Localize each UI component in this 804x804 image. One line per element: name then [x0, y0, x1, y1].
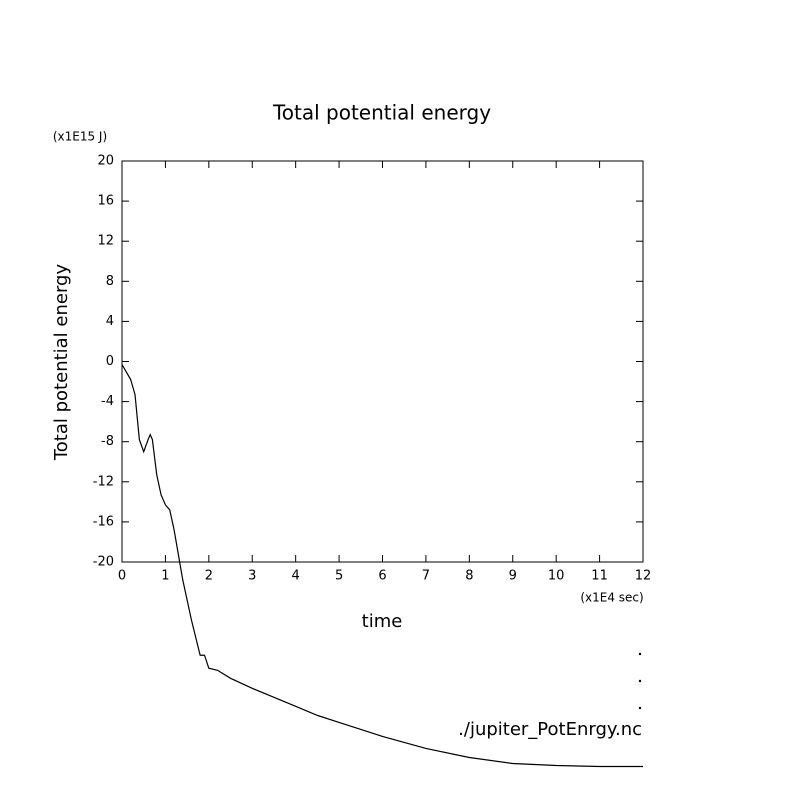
y-tick-label: 8 [106, 274, 114, 289]
y-tick-label: -8 [101, 434, 114, 449]
x-tick-label: 0 [118, 569, 126, 584]
x-tick-label: 4 [292, 569, 300, 584]
y-tick-label: 12 [97, 234, 114, 249]
dot [638, 679, 642, 683]
y-unit: (x1E15 J) [53, 130, 107, 144]
x-tick-label: 2 [205, 569, 213, 584]
x-tick-label: 10 [548, 569, 565, 584]
dot [638, 706, 642, 710]
y-tick-label: -4 [101, 394, 114, 409]
plot-frame [121, 160, 644, 563]
dot [638, 652, 642, 656]
x-tick-label: 8 [465, 569, 473, 584]
y-tick-label: 20 [97, 154, 114, 169]
x-tick-label: 5 [335, 569, 343, 584]
y-tick-label: 0 [106, 354, 114, 369]
y-tick-label: 16 [97, 194, 114, 209]
x-tick-label: 7 [422, 569, 430, 584]
x-tick-label: 11 [591, 569, 608, 584]
x-tick-label: 12 [635, 569, 652, 584]
x-tick-label: 9 [509, 569, 517, 584]
source-label: ./jupiter_PotEnrgy.nc [458, 719, 642, 740]
x-tick-label: 6 [378, 569, 386, 584]
x-axis-label: time [362, 611, 403, 632]
y-tick-label: -20 [93, 555, 114, 570]
y-tick-label: -16 [93, 514, 114, 529]
y-tick-label: -12 [93, 474, 114, 489]
data-line [121, 364, 643, 768]
y-axis-label: Total potential energy [51, 264, 72, 462]
chart-title: Total potential energy [272, 101, 491, 125]
y-tick-label: 4 [106, 314, 114, 329]
x-tick-label: 3 [248, 569, 256, 584]
x-unit: (x1E4 sec) [580, 591, 643, 605]
x-tick-label: 1 [161, 569, 169, 584]
